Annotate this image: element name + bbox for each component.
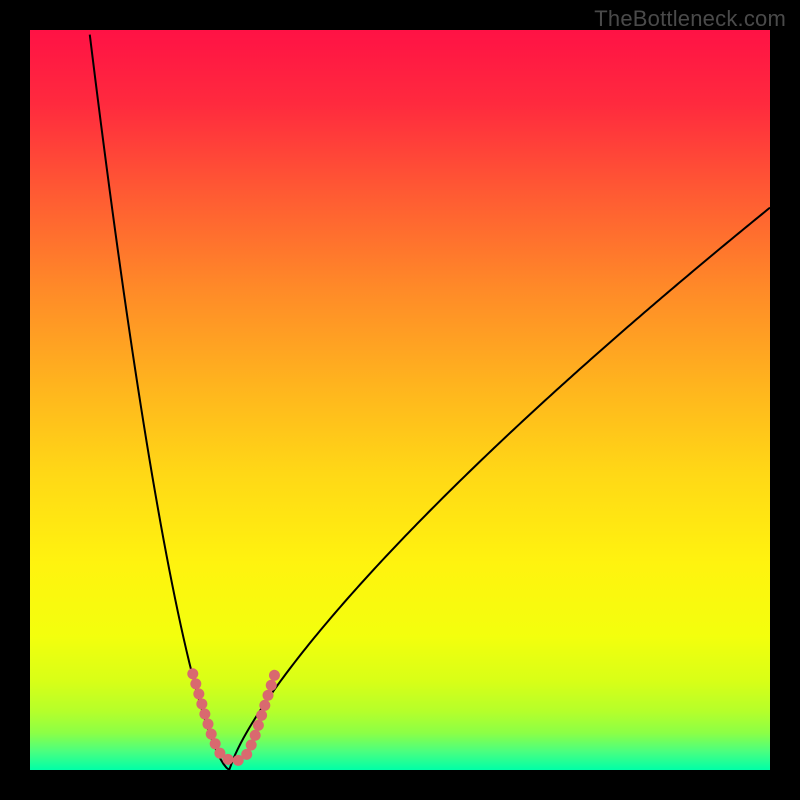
gradient-background bbox=[30, 30, 770, 770]
chart-container: TheBottleneck.com bbox=[0, 0, 800, 800]
chart-svg bbox=[30, 30, 770, 770]
watermark-text: TheBottleneck.com bbox=[594, 6, 786, 32]
plot-area bbox=[30, 30, 770, 770]
